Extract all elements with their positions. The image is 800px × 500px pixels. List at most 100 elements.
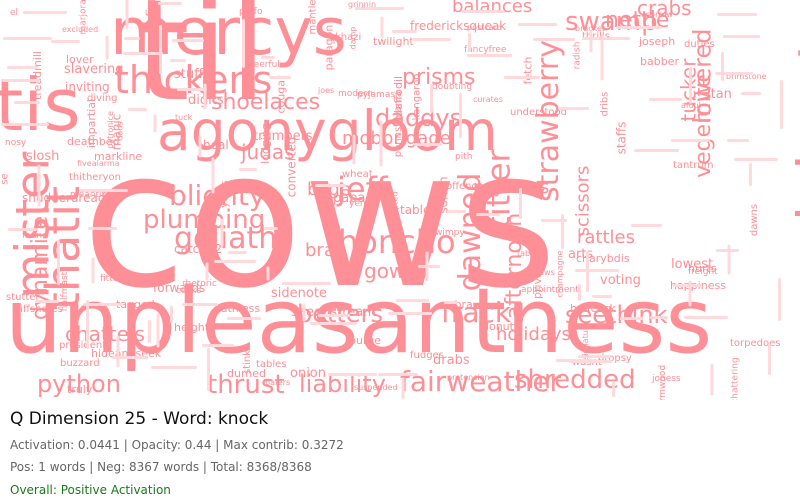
cloud-word: afternoon — [502, 212, 528, 320]
faint-cloud-word — [156, 313, 160, 348]
faint-cloud-word — [116, 335, 120, 368]
faint-cloud-word — [112, 356, 148, 359]
faint-cloud-word — [533, 38, 575, 41]
cloud-word: wormwood — [658, 364, 669, 400]
cloud-word: paragon — [322, 24, 336, 71]
faint-cloud-word — [128, 108, 147, 111]
faint-cloud-word — [467, 54, 512, 57]
faint-cloud-word — [328, 373, 377, 376]
faint-cloud-word — [578, 284, 581, 301]
cloud-word: pennsylvania — [393, 90, 405, 158]
cloud-word: private — [530, 260, 544, 299]
cloud-word: seethink — [565, 301, 668, 329]
faint-cloud-word — [430, 84, 433, 113]
faint-cloud-word — [378, 373, 418, 376]
cloud-word: stink — [242, 349, 254, 375]
cloud-word: chattels — [65, 322, 145, 346]
word-counts: Pos: 1 words | Neg: 8367 words | Total: … — [10, 460, 312, 475]
cloud-word: thrills — [582, 32, 610, 42]
faint-cloud-word — [172, 39, 204, 42]
faint-cloud-word — [684, 316, 728, 319]
faint-cloud-word — [468, 33, 471, 52]
cloud-word: forwards — [153, 281, 206, 295]
cloud-word: unpleasantness — [5, 269, 713, 374]
faint-cloud-word — [242, 19, 245, 68]
cloud-word: buzzard — [60, 358, 100, 369]
faint-cloud-word — [616, 26, 662, 29]
faint-cloud-word — [182, 303, 218, 306]
cloud-word: fancyfree — [464, 45, 507, 55]
faint-cloud-word — [612, 382, 615, 397]
cloud-word: dropsy — [598, 353, 632, 364]
cloud-word: thitheryon — [69, 172, 121, 183]
cloud-word: markline — [94, 150, 143, 163]
faint-cloud-word — [8, 228, 37, 231]
cloud-word: purge — [349, 334, 382, 347]
cloud-word: thrust — [207, 370, 285, 400]
faint-cloud-word — [310, 322, 357, 325]
cloud-word: drabs — [433, 353, 470, 368]
cloud-word: afoul — [681, 101, 701, 110]
cloud-word: cocks — [176, 286, 202, 296]
cloud-word: speedstream — [291, 305, 376, 320]
faint-cloud-word — [710, 363, 714, 396]
faint-cloud-word — [282, 282, 331, 285]
cloud-word: tabled — [517, 249, 543, 258]
cloud-word: bracket — [575, 24, 606, 33]
faint-cloud-word — [558, 107, 589, 110]
cloud-word: excluded — [62, 25, 99, 34]
cloud-word: dribs — [599, 91, 611, 117]
faint-cloud-word — [582, 37, 630, 40]
cloud-word: lover — [66, 53, 94, 66]
cloud-word: defiance — [143, 0, 158, 32]
cloud-word: mcgees — [318, 182, 330, 222]
faint-cloud-word — [1, 123, 49, 126]
faint-cloud-word — [578, 355, 612, 358]
faint-cloud-word — [35, 300, 59, 303]
faint-cloud-word — [269, 76, 291, 79]
cloud-word: sorrow — [646, 10, 673, 19]
cloud-word: pretension — [447, 373, 490, 382]
cloud-word: swamp — [565, 7, 658, 37]
faint-cloud-word — [414, 143, 442, 146]
faint-cloud-word — [723, 35, 760, 38]
cloud-word: deathbed — [67, 135, 120, 148]
cloud-word: lowest — [671, 257, 714, 272]
cloud-word: til — [135, 0, 268, 133]
cloud-word: balances — [452, 0, 533, 17]
cloud-word: tablets — [400, 203, 442, 217]
cloud-word: radish — [572, 41, 583, 70]
cloud-word: staffs — [614, 121, 629, 155]
cloud-word: khazi — [335, 32, 362, 43]
faint-cloud-word — [671, 139, 710, 142]
cloud-word: cliffshores — [12, 304, 63, 315]
faint-cloud-word — [88, 227, 117, 230]
faint-cloud-word — [7, 66, 38, 69]
cloud-word: twilight — [373, 35, 414, 48]
cloud-word: gown — [364, 259, 418, 283]
cloud-word: blighty — [169, 179, 266, 212]
faint-cloud-word — [37, 164, 41, 207]
faint-cloud-word — [476, 213, 500, 216]
cloud-word: shudderdread — [22, 191, 106, 205]
faint-cloud-word — [673, 284, 701, 287]
faint-cloud-word — [715, 72, 753, 75]
faint-cloud-word — [519, 188, 522, 219]
cloud-word: manic — [109, 113, 124, 151]
cloud-word: tagged — [116, 298, 155, 311]
cloud-word: donuts — [482, 320, 520, 333]
cloud-word: fittest — [100, 274, 127, 284]
cloud-word: trumpets — [253, 129, 313, 144]
faint-cloud-word — [315, 184, 346, 187]
cloud-word: rhetoric — [182, 279, 217, 289]
cloud-word: kangaroo — [411, 73, 423, 121]
faint-cloud-word — [649, 98, 682, 101]
faint-cloud-word — [462, 10, 505, 13]
cloud-word: loafers — [263, 378, 291, 387]
faint-cloud-word — [634, 149, 679, 152]
faint-cloud-word — [600, 34, 604, 81]
faint-cloud-word — [83, 303, 123, 306]
cloud-word: honcho — [338, 223, 456, 261]
faint-cloud-word — [727, 244, 731, 275]
cloud-word: plumbing — [143, 205, 266, 235]
